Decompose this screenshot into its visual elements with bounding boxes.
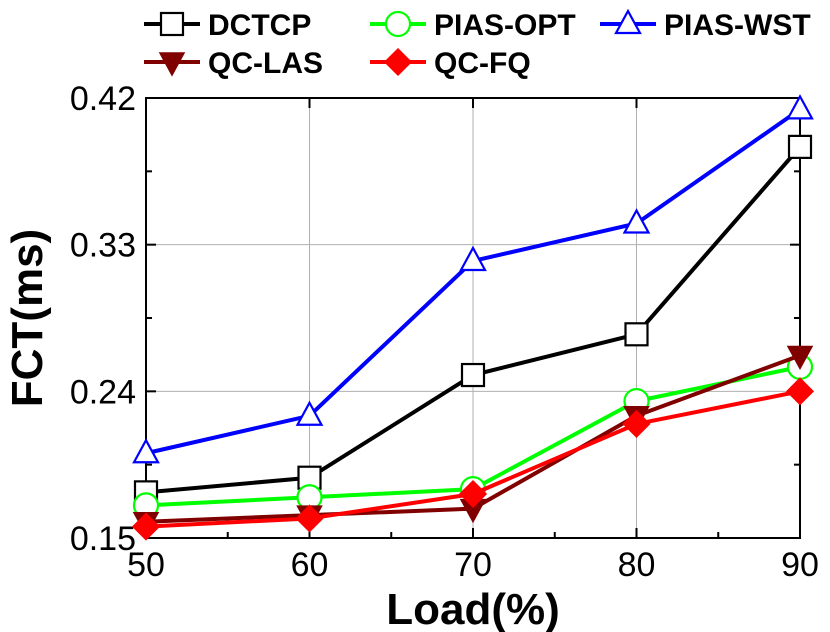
- data-point: [785, 377, 815, 406]
- data-point: [458, 479, 488, 509]
- series-layer: [131, 94, 815, 541]
- data-point: [295, 400, 324, 426]
- legend-marker: [614, 8, 642, 35]
- y-axis-title: FCT(ms): [3, 229, 52, 407]
- axis-ticks: 50 60 70 80 90 0.15 0.24 0.33 0.42: [70, 80, 819, 584]
- y-tick-label: 0.15: [70, 520, 136, 558]
- legend-item-dctcp: DCTCP: [144, 9, 311, 42]
- legend: DCTCP PIAS-OPT PIAS-WST QC-LAS QC-FQ: [144, 8, 811, 80]
- data-point: [131, 512, 161, 541]
- x-tick-label: 70: [454, 546, 492, 584]
- legend-label: PIAS-OPT: [434, 9, 576, 42]
- legend-marker: [159, 11, 185, 37]
- data-point: [624, 322, 649, 347]
- y-tick-label: 0.42: [70, 80, 136, 118]
- data-point: [787, 134, 813, 159]
- data-point: [786, 345, 814, 371]
- legend-item-pias-opt: PIAS-OPT: [370, 9, 576, 42]
- legend-label: QC-FQ: [434, 47, 531, 80]
- y-tick-label: 0.33: [70, 227, 136, 265]
- legend-marker: [384, 10, 412, 38]
- legend-item-qc-fq: QC-FQ: [370, 47, 531, 80]
- data-point: [460, 362, 486, 388]
- data-point: [622, 409, 651, 438]
- legend-label: QC-LAS: [208, 47, 323, 80]
- x-axis-title: Load(%): [386, 585, 560, 632]
- series-pias-wst: [132, 94, 814, 464]
- legend-label: DCTCP: [208, 9, 311, 42]
- x-tick-label: 80: [618, 546, 656, 584]
- legend-item-pias-wst: PIAS-WST: [600, 8, 811, 42]
- legend-marker: [158, 52, 186, 77]
- x-tick-label: 50: [127, 546, 165, 584]
- x-tick-label: 90: [781, 546, 819, 584]
- data-point: [459, 245, 487, 272]
- data-point: [622, 208, 651, 234]
- series-qc-fq: [131, 377, 815, 541]
- y-tick-label: 0.24: [70, 373, 136, 411]
- legend-marker: [383, 47, 413, 77]
- data-point: [786, 94, 814, 120]
- data-point: [295, 504, 324, 533]
- legend-label: PIAS-WST: [664, 9, 811, 42]
- x-tick-label: 60: [291, 546, 329, 584]
- series-dctcp: [133, 134, 813, 505]
- grid-lines: [146, 98, 800, 538]
- legend-item-qc-las: QC-LAS: [144, 47, 323, 80]
- data-point: [132, 437, 160, 464]
